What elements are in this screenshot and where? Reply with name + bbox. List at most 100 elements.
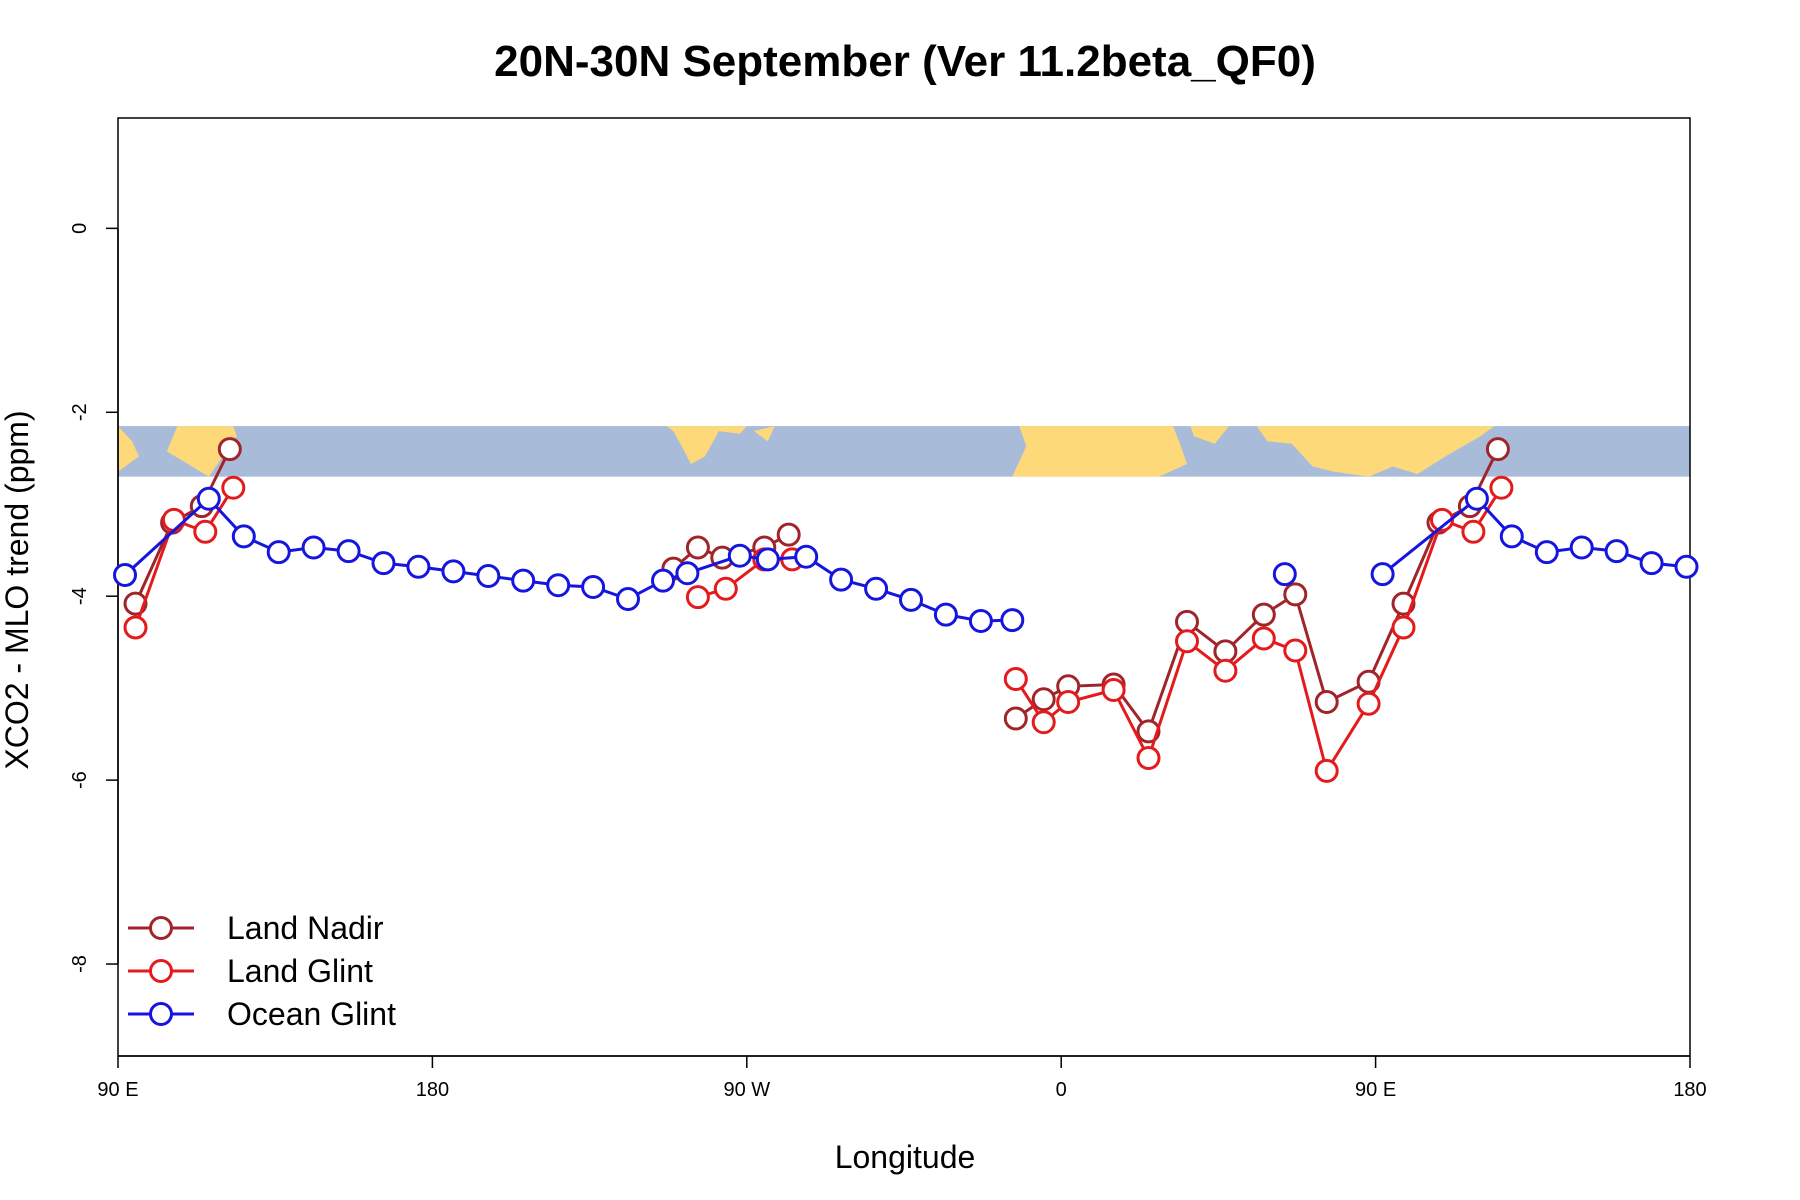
data-point bbox=[1391, 615, 1416, 640]
data-point bbox=[476, 564, 501, 588]
data-point bbox=[794, 544, 819, 569]
data-point bbox=[1003, 667, 1028, 691]
data-point bbox=[301, 535, 326, 560]
legend-label: Ocean Glint bbox=[227, 996, 396, 1032]
y-tick-label: -2 bbox=[69, 403, 91, 421]
y-tick-label: 0 bbox=[69, 223, 91, 234]
data-point bbox=[651, 568, 675, 593]
map-band-land bbox=[118, 426, 1495, 477]
data-point bbox=[113, 563, 137, 587]
data-point bbox=[1534, 540, 1559, 565]
data-point bbox=[196, 486, 221, 511]
data-point bbox=[1136, 746, 1161, 770]
data-point bbox=[1251, 602, 1276, 627]
data-point bbox=[1314, 758, 1339, 783]
legend-item: Ocean Glint bbox=[128, 996, 396, 1032]
data-point bbox=[1604, 539, 1629, 564]
x-axis-label: Longitude bbox=[835, 1139, 976, 1175]
data-point bbox=[1356, 691, 1381, 716]
data-point bbox=[511, 568, 536, 593]
data-point bbox=[1464, 486, 1489, 511]
data-point bbox=[1499, 524, 1524, 549]
data-point bbox=[406, 554, 431, 579]
y-axis: 0 -2 -4 -6 -8 bbox=[69, 223, 119, 973]
data-point bbox=[193, 519, 218, 544]
series-land-nadir bbox=[123, 437, 1510, 744]
series-line bbox=[123, 496, 1013, 623]
data-point bbox=[1485, 437, 1510, 462]
data-point bbox=[1461, 519, 1486, 544]
data-point bbox=[371, 551, 396, 576]
data-point bbox=[546, 573, 571, 598]
legend-item: Land Glint bbox=[128, 953, 373, 989]
data-point bbox=[1031, 710, 1056, 735]
legend-label: Land Glint bbox=[227, 953, 373, 989]
data-point bbox=[1175, 609, 1199, 634]
data-point bbox=[685, 535, 710, 560]
data-point bbox=[1272, 562, 1297, 587]
y-tick-label: -4 bbox=[69, 587, 91, 605]
data-point bbox=[713, 576, 738, 601]
x-tick-label: 180 bbox=[416, 1079, 449, 1101]
x-tick-label: 90 E bbox=[1355, 1079, 1396, 1101]
data-point bbox=[123, 615, 148, 640]
data-point bbox=[727, 543, 752, 568]
y-tick-label: -8 bbox=[69, 955, 91, 973]
data-point bbox=[1370, 562, 1395, 587]
data-point bbox=[616, 587, 640, 611]
x-tick-label: 90 W bbox=[723, 1079, 770, 1101]
data-point bbox=[1251, 626, 1276, 651]
data-point bbox=[1213, 658, 1238, 683]
x-tick-label: 90 E bbox=[97, 1079, 138, 1101]
data-point bbox=[441, 559, 466, 584]
data-point bbox=[1101, 678, 1126, 702]
data-point bbox=[1056, 690, 1081, 714]
y-axis-label: XCO2 - MLO trend (ppm) bbox=[0, 410, 35, 769]
data-point bbox=[1283, 638, 1308, 663]
legend-marker bbox=[149, 916, 173, 940]
chart-title: 20N-30N September (Ver 11.2beta_QF0) bbox=[494, 37, 1316, 86]
data-point bbox=[1489, 475, 1514, 500]
land-shape bbox=[1190, 426, 1229, 444]
x-axis: 90 E 180 90 W 0 90 E 180 bbox=[97, 1055, 1707, 1101]
land-shape bbox=[1256, 426, 1495, 477]
data-point bbox=[933, 602, 958, 627]
map-band bbox=[118, 426, 1690, 477]
data-point bbox=[266, 540, 291, 565]
series-line bbox=[1014, 448, 1500, 735]
data-point bbox=[755, 547, 780, 572]
x-tick-label: 180 bbox=[1673, 1079, 1706, 1101]
legend: Land Nadir Land Glint Ocean Glint bbox=[128, 910, 396, 1032]
series-line bbox=[134, 448, 232, 605]
data-point bbox=[1569, 535, 1594, 560]
legend-item: Land Nadir bbox=[128, 910, 384, 946]
data-point bbox=[1674, 554, 1699, 579]
data-point bbox=[968, 609, 993, 633]
land-shape bbox=[118, 426, 237, 477]
data-point bbox=[1000, 608, 1025, 633]
data-point bbox=[675, 561, 700, 586]
data-point bbox=[221, 475, 246, 500]
data-point bbox=[1031, 687, 1056, 712]
land-shape bbox=[753, 426, 775, 442]
data-point bbox=[1314, 690, 1339, 714]
data-point bbox=[1283, 582, 1308, 607]
series-land-glint bbox=[123, 475, 1514, 783]
legend-marker bbox=[149, 1002, 173, 1026]
data-point bbox=[231, 524, 256, 549]
data-point bbox=[776, 522, 801, 547]
land-shape bbox=[666, 426, 747, 464]
data-point bbox=[685, 585, 710, 610]
y-tick-label: -6 bbox=[69, 771, 91, 789]
data-point bbox=[1175, 629, 1199, 654]
data-point bbox=[829, 567, 854, 592]
data-point bbox=[336, 539, 361, 564]
data-point bbox=[161, 507, 186, 532]
data-point bbox=[581, 575, 606, 599]
legend-marker bbox=[149, 959, 173, 983]
x-tick-label: 0 bbox=[1056, 1079, 1067, 1101]
data-point bbox=[899, 587, 923, 612]
data-point bbox=[1136, 719, 1161, 744]
data-point bbox=[1639, 551, 1664, 576]
